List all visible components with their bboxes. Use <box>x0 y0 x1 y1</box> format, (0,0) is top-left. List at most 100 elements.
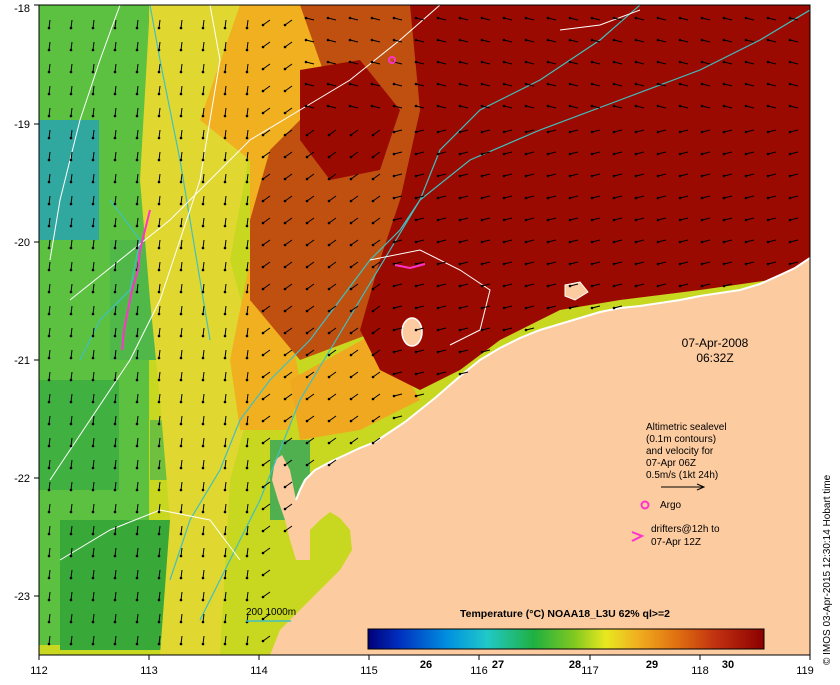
velocity-arrow <box>679 17 689 21</box>
y-tick-label: -18 <box>14 3 30 15</box>
velocity-arrow-head <box>656 196 660 200</box>
velocity-arrow-head <box>157 444 161 448</box>
velocity-arrow-head <box>201 158 205 162</box>
velocity-arrow <box>591 105 601 109</box>
velocity-arrow <box>306 327 315 334</box>
velocity-arrow <box>70 635 73 645</box>
velocity-arrow <box>246 569 249 579</box>
velocity-arrow-head <box>546 284 550 288</box>
velocity-arrow <box>789 105 799 109</box>
velocity-arrow <box>246 591 249 601</box>
velocity-arrow-head <box>157 158 161 162</box>
velocity-arrow <box>525 39 535 43</box>
velocity-arrow <box>393 39 403 43</box>
velocity-arrow <box>635 239 645 243</box>
velocity-arrow-head <box>69 114 73 118</box>
velocity-arrow-head <box>69 312 73 316</box>
velocity-arrow <box>136 613 139 623</box>
velocity-arrow-head <box>700 240 704 244</box>
velocity-arrow <box>635 105 645 109</box>
velocity-arrow <box>350 371 359 378</box>
velocity-arrow <box>613 217 623 221</box>
velocity-arrow <box>745 151 755 155</box>
velocity-arrow-head <box>245 48 249 52</box>
velocity-arrow <box>305 61 315 65</box>
velocity-arrow <box>767 239 777 243</box>
velocity-arrow <box>92 195 95 205</box>
velocity-arrow-head <box>47 312 51 316</box>
velocity-arrow <box>701 173 711 177</box>
velocity-arrow <box>180 129 183 139</box>
velocity-arrow <box>158 503 161 513</box>
velocity-arrow-head <box>113 356 117 360</box>
velocity-arrow-head <box>327 199 331 203</box>
velocity-arrow-head <box>722 196 726 200</box>
velocity-arrow <box>284 239 293 246</box>
velocity-arrow <box>48 591 51 601</box>
velocity-arrow-head <box>436 174 440 178</box>
velocity-arrow-head <box>304 104 308 108</box>
velocity-arrow <box>202 635 205 645</box>
velocity-arrow-head <box>179 554 183 558</box>
velocity-arrow <box>415 129 425 133</box>
velocity-arrow-head <box>414 130 418 134</box>
velocity-arrow-head <box>69 26 73 30</box>
velocity-arrow-head <box>458 130 462 134</box>
velocity-arrow <box>327 83 337 87</box>
velocity-arrow <box>437 17 447 21</box>
velocity-arrow <box>459 83 469 87</box>
velocity-arrow <box>372 173 381 180</box>
velocity-arrow <box>262 415 271 422</box>
velocity-arrow-head <box>678 196 682 200</box>
velocity-arrow <box>306 217 315 224</box>
velocity-arrow <box>745 105 755 109</box>
velocity-arrow <box>158 591 161 601</box>
velocity-arrow-head <box>612 82 616 86</box>
velocity-arrow-head <box>414 240 418 244</box>
velocity-arrow <box>350 393 359 400</box>
velocity-arrow <box>459 173 469 177</box>
velocity-arrow <box>328 459 337 466</box>
velocity-arrow <box>525 239 535 243</box>
velocity-arrow <box>48 613 51 623</box>
velocity-arrow <box>284 151 293 158</box>
velocity-arrow-head <box>91 246 95 250</box>
velocity-arrow <box>224 503 227 513</box>
velocity-arrow-head <box>135 312 139 316</box>
velocity-arrow-head <box>722 174 726 178</box>
velocity-arrow-head <box>223 444 227 448</box>
velocity-arrow-head <box>392 372 396 376</box>
velocity-arrow <box>180 261 183 271</box>
velocity-arrow-head <box>326 82 330 86</box>
velocity-arrow-head <box>47 488 51 492</box>
velocity-arrow-head <box>392 104 396 108</box>
velocity-arrow-head <box>634 82 638 86</box>
velocity-arrow <box>224 393 227 403</box>
velocity-arrow <box>202 19 205 29</box>
velocity-arrow-head <box>480 350 484 354</box>
velocity-arrow-head <box>371 199 375 203</box>
velocity-arrow <box>328 349 337 356</box>
velocity-arrow-head <box>634 240 638 244</box>
velocity-arrow <box>70 503 73 513</box>
velocity-arrow <box>306 239 315 246</box>
velocity-arrow-head <box>590 240 594 244</box>
velocity-arrow <box>136 217 139 227</box>
velocity-arrow-head <box>371 265 375 269</box>
velocity-arrow <box>114 393 117 403</box>
velocity-arrow <box>202 41 205 51</box>
velocity-arrow <box>767 261 777 265</box>
velocity-arrow-head <box>283 111 287 115</box>
velocity-arrow <box>745 39 755 43</box>
velocity-arrow <box>224 415 227 425</box>
velocity-arrow-head <box>480 328 484 332</box>
velocity-arrow <box>246 151 249 161</box>
velocity-arrow-head <box>502 218 506 222</box>
velocity-arrow <box>415 39 425 43</box>
velocity-arrow-head <box>327 331 331 335</box>
velocity-arrow <box>306 305 315 312</box>
velocity-arrow <box>459 283 469 287</box>
velocity-arrow <box>459 261 469 265</box>
velocity-arrow-head <box>590 104 594 108</box>
velocity-arrow <box>70 349 73 359</box>
